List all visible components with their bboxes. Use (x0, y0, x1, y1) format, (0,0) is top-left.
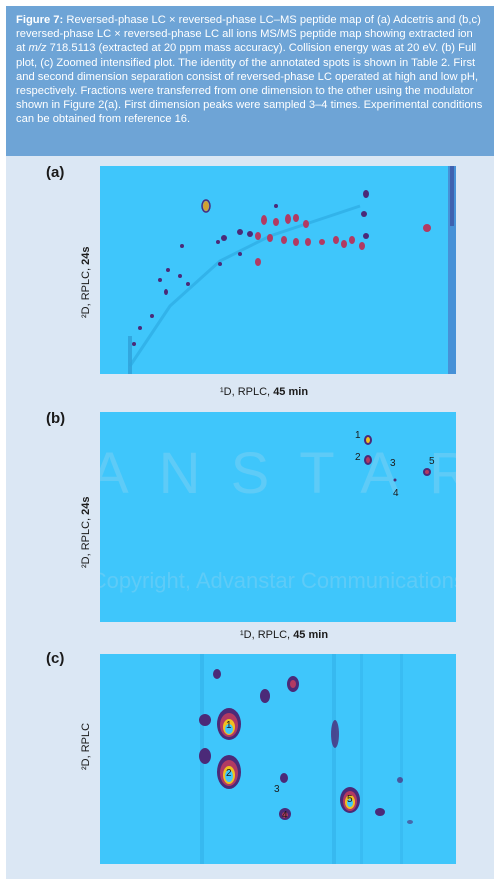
panel-c-annotation-3: 3 (274, 784, 280, 795)
caption-mz: m/z (28, 42, 47, 55)
panel-c-annotation-1: 1 (226, 720, 232, 731)
panel-b-annotation-4: 4 (393, 488, 399, 499)
panel-a-xlabel-bold: 45 min (273, 386, 309, 398)
watermark-line: ed. Copyright, Advanstar Communications … (100, 568, 456, 593)
panel-b-xlabel-text: ¹D, RPLC, (240, 629, 294, 641)
panel-b-annotation-5: 5 (429, 456, 435, 467)
panel-b-ylabel: ²D, RPLC, 24s (80, 496, 92, 568)
panel-c-annotation-5: 5 (347, 794, 353, 805)
panel-b-annotation-2: 2 (355, 452, 361, 463)
panel-c-label: (c) (46, 650, 65, 667)
figure-caption: Figure 7: Reversed-phase LC × reversed-p… (16, 13, 484, 127)
watermark-big: ANSTAR (100, 441, 456, 506)
panel-b-xlabel: ¹D, RPLC, 45 min (240, 629, 328, 641)
panel-c-heatmap (100, 654, 456, 864)
panel-b-plot: ANSTAR ed. Copyright, Advanstar Communic… (100, 412, 456, 622)
panel-a-label: (a) (46, 164, 65, 181)
panel-a-xlabel: ¹D, RPLC, 45 min (220, 386, 308, 398)
panel-a-ylabel-text: ²D, RPLC, (80, 264, 92, 318)
caption-text-1: Reversed-phase LC × reversed-phase LC–MS… (16, 14, 481, 55)
panel-b-annotation-1: 1 (355, 430, 361, 441)
panel-c-plot: 1 2 3 4 5 (100, 654, 456, 864)
panel-c-annotation-2: 2 (226, 768, 232, 779)
panel-b-label: (b) (46, 410, 66, 427)
panel-b-annotation-3: 3 (390, 458, 396, 469)
figure-label: Figure 7: (16, 14, 64, 26)
panel-b-xlabel-bold: 45 min (293, 629, 329, 641)
panel-a-ylabel: ²D, RPLC, 24s (80, 246, 92, 318)
panel-b-ylabel-bold: 24s (80, 496, 92, 515)
figure-caption-box: Figure 7: Reversed-phase LC × reversed-p… (6, 6, 494, 156)
panel-c-ylabel-text: ²D, RPLC (80, 722, 92, 770)
caption-text-2: 718.5113 (extracted at 20 ppm mass accur… (16, 42, 483, 126)
panel-a-ylabel-bold: 24s (80, 246, 92, 265)
panel-c-ylabel: ²D, RPLC (80, 723, 92, 770)
panel-b-ylabel-text: ²D, RPLC, (80, 514, 92, 568)
panel-a-heatmap (100, 166, 456, 374)
panel-a-xlabel-text: ¹D, RPLC, (220, 386, 274, 398)
panel-c-annotation-4: 4 (282, 810, 288, 821)
panel-a-plot (100, 166, 456, 374)
panel-b-heatmap (364, 435, 431, 482)
